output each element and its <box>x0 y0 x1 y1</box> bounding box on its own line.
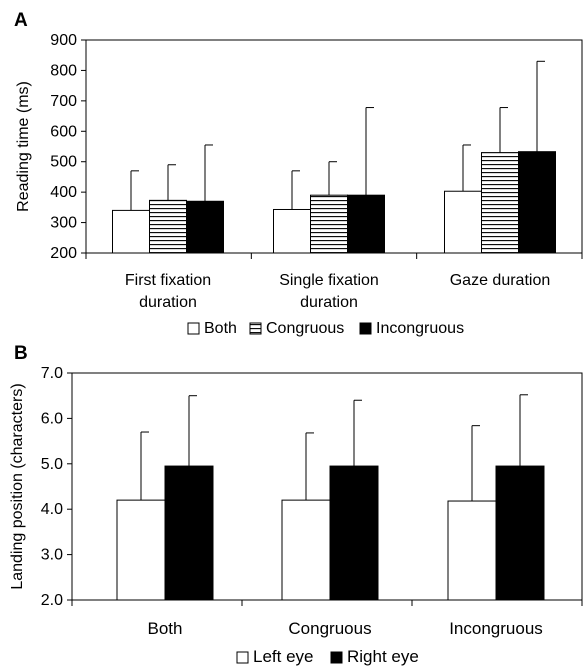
panel-a-category-label: duration <box>300 294 358 311</box>
panel-b-y-tick-label: 5.0 <box>41 456 63 473</box>
panel-b-label: B <box>14 343 28 364</box>
panel-b-bar-right-eye <box>329 465 379 601</box>
panel-a-bar-congruous <box>481 152 519 254</box>
panel-a-bar-both <box>112 209 150 254</box>
panel-a-category-label: First fixation <box>125 272 211 289</box>
panel-a-y-tick-label: 700 <box>50 93 77 110</box>
panel-b-chart: B 2.0 3.0 4.0 5.0 6.0 7.0 Landing position (cha… <box>9 343 583 666</box>
panel-b-legend-swatch <box>330 651 343 664</box>
panel-a-y-tick-label: 800 <box>50 62 77 79</box>
panel-a-bar-both <box>444 190 482 254</box>
panel-b-bar-right-eye <box>164 465 214 601</box>
panel-a-y-axis-title: Reading time (ms) <box>15 81 32 212</box>
panel-a-bar-both <box>273 208 311 254</box>
panel-a-legend-label: Congruous <box>266 320 344 337</box>
panel-a-bar-incongruous <box>347 194 385 254</box>
panel-b-y-tick-label: 4.0 <box>41 501 63 518</box>
panel-a-y-tick-label: 400 <box>50 184 77 201</box>
panel-a-category-label: Gaze duration <box>450 272 551 289</box>
panel-a-category-label: Single fixation <box>279 272 379 289</box>
panel-a-legend-label: Incongruous <box>376 320 464 337</box>
panel-b-category-label: Congruous <box>288 619 371 638</box>
panel-a-y-tick-label: 600 <box>50 123 77 140</box>
panel-a-bar-congruous <box>149 199 187 254</box>
panel-a-chart: A 200 300 400 500 600 700 800 900 Reading time (m… <box>14 10 583 337</box>
panel-b-legend-label: Left eye <box>253 647 314 666</box>
panel-b-y-tick-label: 3.0 <box>41 547 63 564</box>
panel-b-legend-label: Right eye <box>347 647 419 666</box>
panel-b-category-label: Incongruous <box>449 619 543 638</box>
panel-a-legend-swatch <box>187 322 200 335</box>
panel-a-y-tick-label: 900 <box>50 32 77 49</box>
panel-b-y-axis-title: Landing position (characters) <box>9 383 26 589</box>
panel-b-y-tick-label: 6.0 <box>41 410 63 427</box>
panel-a-y-tick-label: 500 <box>50 154 77 171</box>
panel-b-y-tick-label: 2.0 <box>41 592 63 609</box>
panel-a-bar-incongruous <box>186 200 224 254</box>
panel-b-bar-left-eye <box>447 500 497 601</box>
panel-b-y-tick-label: 7.0 <box>41 365 63 382</box>
panel-b-legend-swatch <box>236 651 249 664</box>
panel-a-label: A <box>14 10 28 31</box>
panel-b-bar-left-eye <box>281 499 331 601</box>
panel-b-bar-left-eye <box>116 499 166 601</box>
panel-a-bar-congruous <box>310 194 348 254</box>
panel-a-legend-swatch <box>249 322 262 335</box>
panel-a-legend-swatch <box>359 322 372 335</box>
panel-a-bar-incongruous <box>518 151 556 254</box>
panel-a-y-tick-label: 200 <box>50 245 77 262</box>
panel-a-legend-label: Both <box>204 320 237 337</box>
panel-a-y-tick-label: 300 <box>50 215 77 232</box>
panel-b-bar-right-eye <box>495 465 545 601</box>
panel-a-category-label: duration <box>139 294 197 311</box>
panel-b-category-label: Both <box>148 619 183 638</box>
